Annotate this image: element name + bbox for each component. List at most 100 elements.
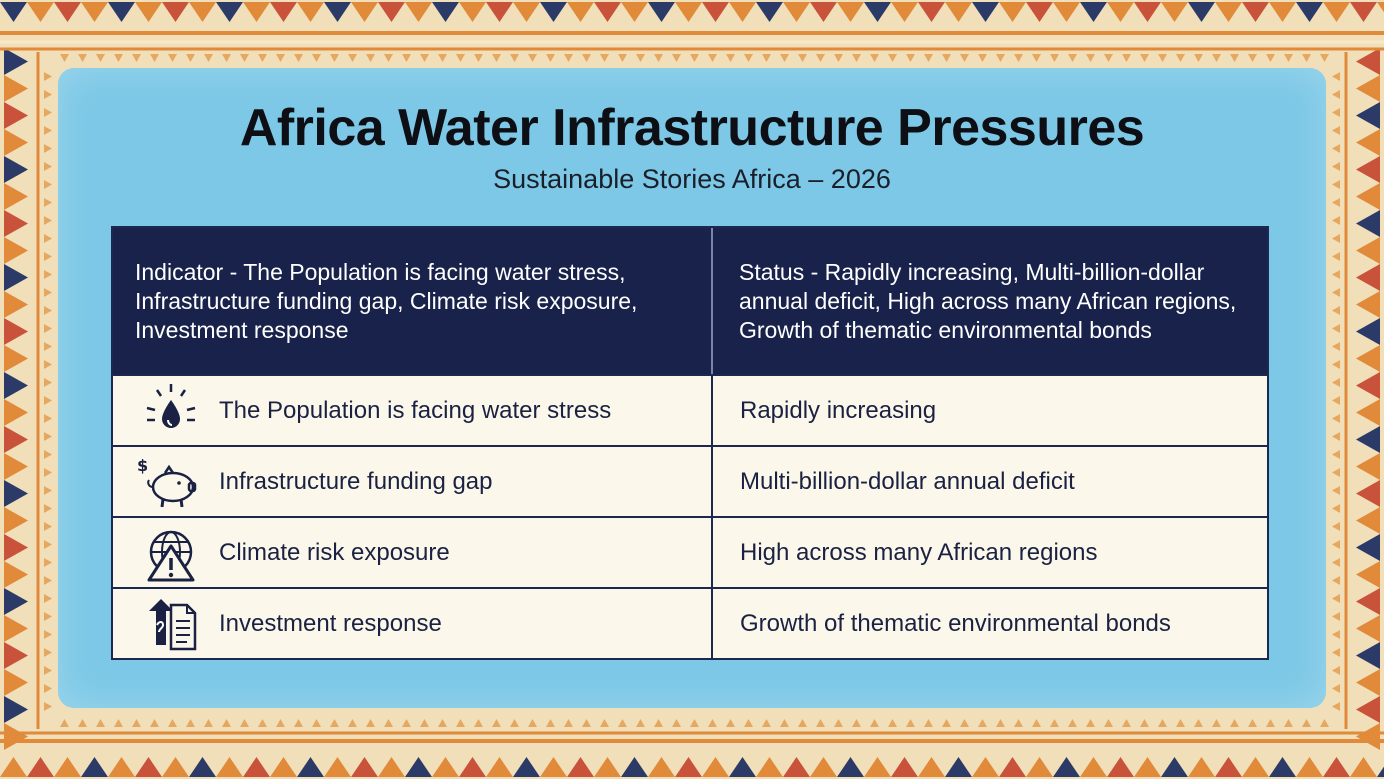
- border-triangle: [1320, 719, 1329, 727]
- border-triangle: [324, 757, 351, 777]
- border-triangle: [1134, 2, 1161, 22]
- border-triangle: [0, 2, 27, 22]
- border-triangle: [1377, 766, 1384, 777]
- border-triangle: [4, 615, 28, 642]
- border-triangle: [996, 54, 1005, 62]
- border-triangle: [44, 576, 52, 585]
- border-triangle: [600, 54, 609, 62]
- border-triangle: [726, 54, 735, 62]
- border-triangle: [44, 216, 52, 225]
- status-cell: Growth of thematic environmental bonds: [711, 589, 1269, 658]
- indicator-table: Indicator - The Population is facing wat…: [111, 226, 1269, 660]
- border-triangle: [44, 378, 52, 387]
- border-triangle: [4, 291, 28, 318]
- border-triangle: [44, 306, 52, 315]
- border-triangle: [945, 757, 972, 777]
- border-triangle: [1356, 507, 1380, 534]
- border-triangle: [1332, 648, 1340, 657]
- border-triangle: [4, 264, 28, 291]
- border-triangle: [540, 757, 567, 777]
- border-triangle: [44, 684, 52, 693]
- border-triangle: [44, 342, 52, 351]
- border-triangle: [1332, 180, 1340, 189]
- border-triangle: [1356, 561, 1380, 588]
- border-triangle: [1158, 54, 1167, 62]
- border-triangle: [582, 719, 591, 727]
- border-triangle: [837, 757, 864, 777]
- border-triangle: [1332, 522, 1340, 531]
- border-triangle: [636, 719, 645, 727]
- border-triangle: [1332, 162, 1340, 171]
- border-triangle: [1215, 2, 1242, 22]
- border-triangle: [906, 54, 915, 62]
- border-triangle: [1332, 612, 1340, 621]
- border-triangle: [135, 757, 162, 777]
- border-triangle: [1377, 2, 1384, 13]
- border-triangle: [1194, 54, 1203, 62]
- border-triangle: [540, 2, 567, 22]
- border-triangle: [1332, 126, 1340, 135]
- border-triangle: [1122, 719, 1131, 727]
- border-triangle: [690, 54, 699, 62]
- border-triangle: [1356, 318, 1380, 345]
- border-triangle: [44, 702, 52, 711]
- border-triangle: [942, 719, 951, 727]
- border-triangle: [1302, 54, 1311, 62]
- border-triangle: [44, 666, 52, 675]
- border-triangle: [44, 504, 52, 513]
- border-triangle: [44, 126, 52, 135]
- border-triangle: [204, 719, 213, 727]
- border-triangle: [546, 719, 555, 727]
- border-triangle: [348, 719, 357, 727]
- border-triangle: [258, 54, 267, 62]
- border-triangle: [1356, 48, 1380, 75]
- border-triangle: [567, 2, 594, 22]
- border-triangle: [744, 719, 753, 727]
- border-triangle: [762, 719, 771, 727]
- border-triangle: [702, 2, 729, 22]
- border-triangle: [1332, 432, 1340, 441]
- border-triangle: [186, 54, 195, 62]
- border-triangle: [78, 719, 87, 727]
- border-triangle: [456, 719, 465, 727]
- border-triangle: [924, 719, 933, 727]
- border-triangle: [378, 2, 405, 22]
- border-triangle: [240, 719, 249, 727]
- border-triangle: [4, 183, 28, 210]
- border-triangle: [837, 2, 864, 22]
- border-triangle: [1032, 54, 1041, 62]
- border-triangle: [243, 2, 270, 22]
- border-triangle: [594, 757, 621, 777]
- border-triangle: [1140, 719, 1149, 727]
- border-triangle: [852, 54, 861, 62]
- border-triangle: [44, 234, 52, 243]
- border-triangle: [945, 2, 972, 22]
- border-triangle: [729, 757, 756, 777]
- border-triangle: [44, 252, 52, 261]
- border-triangle: [1212, 719, 1221, 727]
- border-triangle: [54, 2, 81, 22]
- border-triangle: [1356, 345, 1380, 372]
- border-triangle: [60, 719, 69, 727]
- border-triangle: [474, 54, 483, 62]
- border-triangle: [456, 54, 465, 62]
- border-triangle: [1026, 2, 1053, 22]
- border-triangle: [702, 757, 729, 777]
- border-triangle: [4, 102, 28, 129]
- border-triangle: [150, 719, 159, 727]
- border-triangle: [330, 54, 339, 62]
- border-triangle: [528, 54, 537, 62]
- border-triangle: [1050, 719, 1059, 727]
- border-triangle: [4, 156, 28, 183]
- border-triangle: [297, 757, 324, 777]
- border-triangle: [648, 2, 675, 22]
- border-triangle: [708, 54, 717, 62]
- border-triangle: [44, 270, 52, 279]
- border-triangle: [1332, 288, 1340, 297]
- border-triangle: [474, 719, 483, 727]
- border-triangle: [96, 54, 105, 62]
- border-triangle: [4, 588, 28, 615]
- border-triangle: [564, 54, 573, 62]
